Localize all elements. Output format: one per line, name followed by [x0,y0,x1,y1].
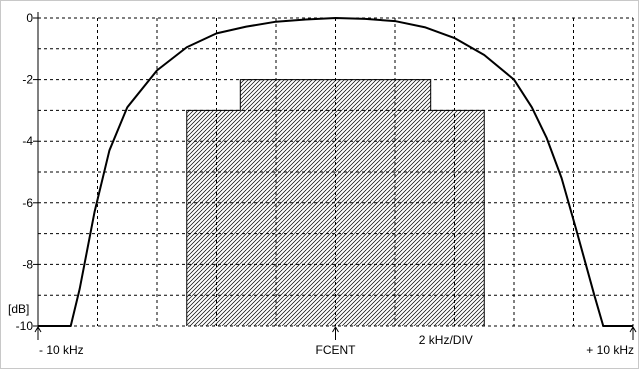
response-curve [38,17,633,327]
y-tick-label: -10 [16,319,34,333]
plot-area [38,17,633,327]
x-marker-arrowhead [332,326,339,333]
x-tick-label: - 10 kHz [39,343,84,357]
spec-mask-hatch [186,79,485,326]
y-tick-label: 0 [26,11,33,25]
y-tick-label: -6 [22,196,33,210]
x-tick-label: FCENT [316,343,357,357]
y-tick-label: -8 [22,257,33,271]
y-tick-label: -2 [22,73,33,87]
scale-label: 2 kHz/DIV [419,333,473,347]
y-axis-unit-label: [dB] [8,302,29,316]
spec-mask-line [186,79,485,326]
x-tick-label: + 10 kHz [586,343,634,357]
grid [33,12,634,327]
labels: 0 -2 -4 -6 -8 -10 [dB] - 10 kHz FCENT + 10 kHz 2 k… [8,11,637,357]
x-marker-arrowhead [34,326,42,333]
x-marker-arrowhead [629,326,637,333]
y-tick-label: -4 [22,134,33,148]
